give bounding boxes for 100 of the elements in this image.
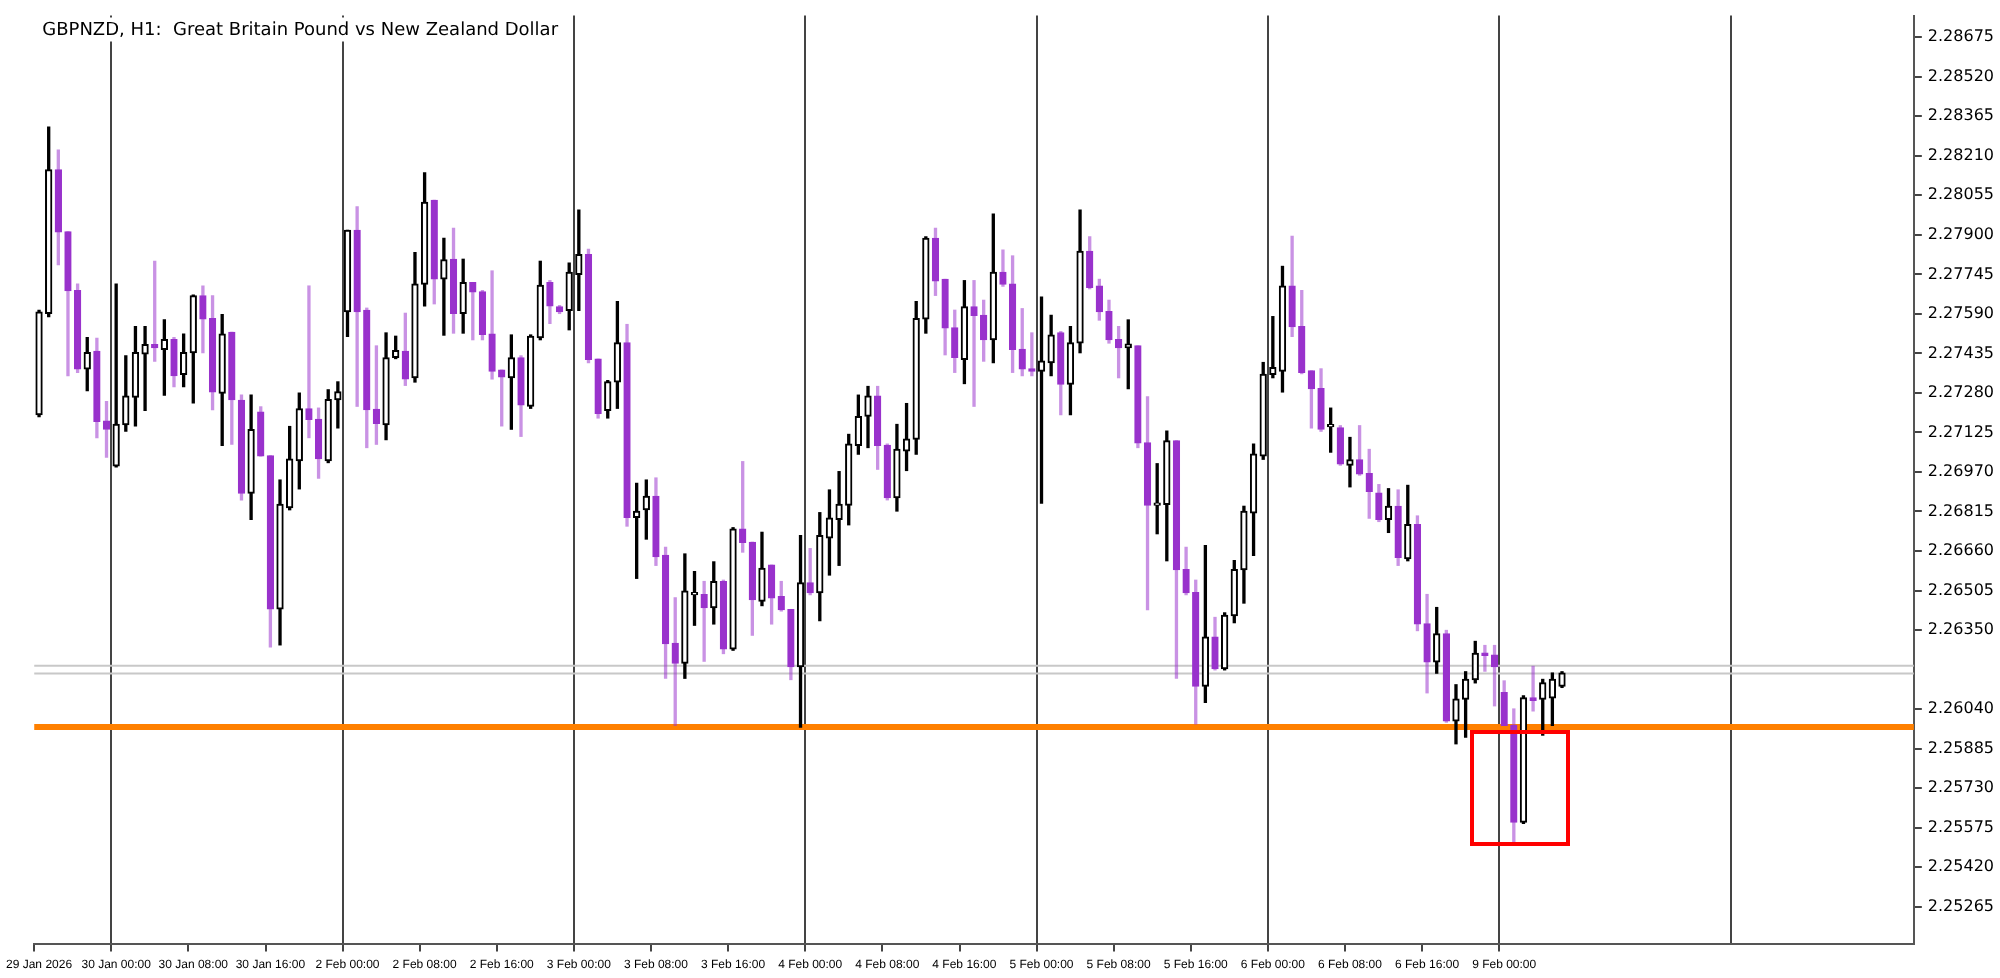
y-tick-label: 2.25575 <box>1927 817 1995 836</box>
candlestick <box>228 331 236 445</box>
candlestick <box>430 199 438 305</box>
candlestick <box>420 172 429 307</box>
candlestick <box>970 280 978 407</box>
candlestick <box>517 355 525 437</box>
y-tick-label: 2.27280 <box>1927 383 1995 402</box>
candlestick <box>1394 489 1402 566</box>
y-tick-label: 2.25885 <box>1927 738 1995 757</box>
candlestick <box>758 531 766 607</box>
candlestick <box>382 332 390 441</box>
candlestick <box>613 300 622 409</box>
candlestick <box>1278 265 1287 393</box>
candlestick <box>922 236 930 334</box>
candlestick <box>1153 463 1161 535</box>
candlestick <box>1529 665 1537 712</box>
candlestick <box>700 580 708 662</box>
y-tick-label: 2.26505 <box>1927 580 1995 599</box>
candlestick <box>1192 579 1200 725</box>
y-tick-label: 2.27125 <box>1927 422 1995 441</box>
y-tick-label: 2.26970 <box>1927 462 1995 481</box>
candlestick <box>1452 684 1460 745</box>
candlestick <box>864 385 872 449</box>
y-tick-label: 2.27745 <box>1927 264 1995 283</box>
candlestick <box>334 381 342 429</box>
candlestick <box>54 149 62 266</box>
candlestick <box>266 455 275 648</box>
candlestick <box>343 229 352 337</box>
candlestick <box>1134 345 1142 449</box>
candlestick <box>710 561 718 625</box>
candlestick <box>237 394 246 501</box>
candlestick <box>555 305 564 315</box>
candlestick <box>35 309 43 418</box>
y-tick-label: 2.26815 <box>1927 501 1995 520</box>
candlestick <box>1336 425 1344 466</box>
candlestick <box>1375 484 1383 523</box>
candlestick <box>1201 544 1210 704</box>
candlestick <box>951 309 959 373</box>
y-tick-label: 2.28210 <box>1927 145 1995 164</box>
candlestick <box>729 527 737 651</box>
candlestick <box>999 249 1007 287</box>
chart-title: GBPNZD, H1: Great Britain Pound vs New Zealand Dollar <box>42 21 559 42</box>
y-tick-label: 2.28365 <box>1927 106 1995 125</box>
candlestick <box>565 262 573 331</box>
candlestick <box>170 336 178 388</box>
candlestick <box>324 389 332 464</box>
y-tick-label: 2.25730 <box>1927 778 1995 797</box>
candlestick <box>507 334 516 430</box>
candlestick <box>604 380 612 419</box>
candlestick <box>411 252 419 383</box>
candlestick <box>1057 331 1065 416</box>
y-tick-label: 2.26660 <box>1927 541 1995 560</box>
candlestick <box>83 336 91 392</box>
y-tick-label: 2.26040 <box>1927 699 1995 718</box>
candlestick <box>796 535 805 728</box>
candlestick <box>1008 255 1017 373</box>
candlestick <box>1028 332 1036 377</box>
candlestick <box>1211 616 1219 671</box>
candlestick <box>401 312 409 386</box>
y-tick-label: 2.28675 <box>1927 27 1995 46</box>
candlestick <box>1442 629 1450 723</box>
candlestick <box>440 237 448 336</box>
y-tick-label: 2.25420 <box>1927 857 1995 876</box>
candlestick <box>276 479 284 646</box>
candlestick <box>1346 436 1354 488</box>
candlestick <box>218 313 226 447</box>
candlestick <box>498 369 506 427</box>
candlestick <box>131 325 140 427</box>
candlestick <box>719 579 728 655</box>
y-tick-label: 2.26350 <box>1927 620 1995 639</box>
candlestick <box>1172 440 1181 679</box>
candlestick <box>912 300 920 455</box>
candlestick <box>45 126 53 318</box>
candlestick <box>787 608 795 681</box>
candlestick <box>247 394 255 521</box>
candlestick <box>1413 515 1422 632</box>
candlestick <box>1124 319 1132 390</box>
candlestick <box>1500 680 1508 727</box>
y-tick-label: 2.28520 <box>1927 66 1995 85</box>
candlestick <box>1433 606 1441 674</box>
candlestick <box>575 209 583 311</box>
candlestick <box>459 258 467 334</box>
candlestick <box>1037 296 1046 504</box>
candlestick <box>160 319 169 396</box>
candlestick <box>1423 593 1431 694</box>
candlestick <box>1143 396 1152 611</box>
candlestick <box>1163 430 1171 562</box>
y-tick-label: 2.27435 <box>1927 343 1995 362</box>
y-tick-label: 2.25265 <box>1927 896 1995 915</box>
candlestick <box>208 295 217 411</box>
candlestick <box>353 206 361 407</box>
candlestick <box>1288 235 1296 337</box>
candlestick <box>151 260 159 362</box>
candlestick <box>1076 209 1084 354</box>
y-tick-label: 2.27590 <box>1927 304 1995 323</box>
candlestick <box>623 323 631 527</box>
y-tick-label: 2.28055 <box>1927 185 1995 204</box>
candlestick <box>806 548 814 596</box>
candlestick <box>546 280 554 324</box>
candlestick <box>1066 325 1075 416</box>
